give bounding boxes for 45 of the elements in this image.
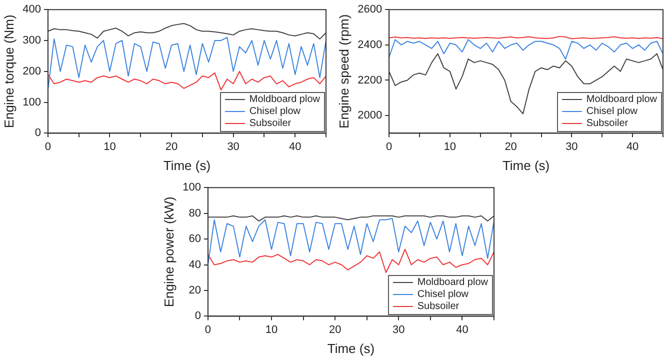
legend-label: Chisel plow <box>249 106 301 118</box>
y-tick-label: 2200 <box>358 74 382 86</box>
y-tick-label: 2600 <box>358 4 382 16</box>
legend-label: Subsoiler <box>586 118 628 130</box>
y-tick-label: 20 <box>188 284 201 297</box>
x-axis-title: Time (s) <box>502 158 550 173</box>
y-axis-title: Engine speed (rpm) <box>336 14 352 128</box>
x-tick-label: 20 <box>165 140 178 153</box>
y-tick-label: 2400 <box>358 38 382 51</box>
x-tick-label: 10 <box>104 140 116 153</box>
y-tick-label: 200 <box>22 65 41 78</box>
x-tick-label: 20 <box>328 324 342 336</box>
legend-label: Subsoiler <box>417 301 460 312</box>
x-tick-label: 0 <box>204 324 212 336</box>
x-tick-label: 10 <box>444 140 456 153</box>
x-axis-title: Time (s) <box>327 340 375 356</box>
x-tick-label: 30 <box>227 140 240 153</box>
y-tick-label: 100 <box>22 96 41 108</box>
x-tick-label: 40 <box>288 140 302 153</box>
x-tick-label: 40 <box>456 324 468 336</box>
x-tick-label: 10 <box>265 324 278 336</box>
x-tick-label: 0 <box>44 140 52 153</box>
y-axis-title: Engine power (kW) <box>161 196 176 308</box>
legend-label: Moldboard plow <box>417 277 488 288</box>
y-tick-label: 0 <box>34 127 41 140</box>
x-axis-title: Time (s) <box>163 158 211 173</box>
y-tick-label: 80 <box>188 207 201 220</box>
legend-label: Chisel plow <box>417 289 469 300</box>
x-tick-label: 20 <box>504 140 517 153</box>
y-tick-label: 300 <box>22 34 41 47</box>
y-tick-label: 0 <box>194 310 201 322</box>
legend-label: Moldboard plow <box>586 94 657 106</box>
x-tick-label: 30 <box>566 140 578 153</box>
x-tick-label: 30 <box>392 324 405 336</box>
y-tick-label: 2000 <box>358 110 382 122</box>
y-axis-title: Engine torque (Nm) <box>1 14 16 128</box>
y-tick-label: 40 <box>188 258 201 271</box>
y-tick-label: 60 <box>188 233 201 246</box>
legend-label: Chisel plow <box>586 106 638 118</box>
x-tick-label: 0 <box>386 140 392 153</box>
legend-label: Subsoiler <box>249 118 292 130</box>
y-tick-label: 400 <box>22 4 41 16</box>
y-tick-label: 100 <box>182 182 201 194</box>
legend-label: Moldboard plow <box>249 94 320 106</box>
x-tick-label: 40 <box>626 140 639 153</box>
